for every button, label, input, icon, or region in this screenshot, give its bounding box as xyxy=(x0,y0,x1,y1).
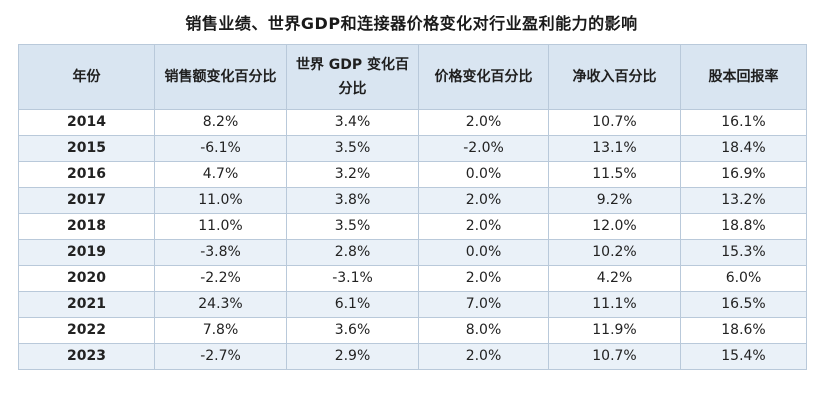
cell-price-change: 2.0% xyxy=(418,343,549,370)
header-row: 年份 销售额变化百分比 世界 GDP 变化百分比 价格变化百分比 净收入百分比 … xyxy=(18,44,807,110)
table-row: 2016 4.7% 3.2% 0.0% 11.5% 16.9% xyxy=(18,161,807,188)
cell-roe: 16.9% xyxy=(680,161,807,188)
column-header-net-income: 净收入百分比 xyxy=(548,44,681,110)
table-body: 2014 8.2% 3.4% 2.0% 10.7% 16.1% 2015 -6.1% 3.5% -… xyxy=(18,109,807,370)
cell-world-gdp-change: 3.5% xyxy=(286,135,419,162)
cell-sales-change: 7.8% xyxy=(154,317,287,344)
cell-sales-change: -3.8% xyxy=(154,239,287,266)
cell-price-change: 7.0% xyxy=(418,291,549,318)
table-row: 2019 -3.8% 2.8% 0.0% 10.2% 15.3% xyxy=(18,239,807,266)
column-header-price-change: 价格变化百分比 xyxy=(418,44,549,110)
cell-price-change: 0.0% xyxy=(418,239,549,266)
column-header-world-gdp-change: 世界 GDP 变化百分比 xyxy=(286,44,419,110)
table-row: 2023 -2.7% 2.9% 2.0% 10.7% 15.4% xyxy=(18,343,807,370)
cell-price-change: 2.0% xyxy=(418,265,549,292)
cell-net-income: 11.1% xyxy=(548,291,681,318)
cell-year: 2020 xyxy=(18,265,155,292)
cell-roe: 16.5% xyxy=(680,291,807,318)
cell-net-income: 4.2% xyxy=(548,265,681,292)
cell-year: 2018 xyxy=(18,213,155,240)
cell-world-gdp-change: 3.6% xyxy=(286,317,419,344)
cell-world-gdp-change: 3.8% xyxy=(286,187,419,214)
table-row: 2015 -6.1% 3.5% -2.0% 13.1% 18.4% xyxy=(18,135,807,162)
cell-world-gdp-change: 3.2% xyxy=(286,161,419,188)
cell-year: 2017 xyxy=(18,187,155,214)
column-header-sales-change: 销售额变化百分比 xyxy=(154,44,287,110)
cell-world-gdp-change: 3.5% xyxy=(286,213,419,240)
cell-year: 2019 xyxy=(18,239,155,266)
cell-roe: 18.8% xyxy=(680,213,807,240)
cell-net-income: 9.2% xyxy=(548,187,681,214)
cell-sales-change: 8.2% xyxy=(154,109,287,136)
cell-price-change: -2.0% xyxy=(418,135,549,162)
column-header-roe: 股本回报率 xyxy=(680,44,807,110)
cell-sales-change: -2.7% xyxy=(154,343,287,370)
cell-sales-change: 11.0% xyxy=(154,213,287,240)
cell-sales-change: -2.2% xyxy=(154,265,287,292)
cell-price-change: 2.0% xyxy=(418,213,549,240)
cell-price-change: 2.0% xyxy=(418,187,549,214)
cell-world-gdp-change: -3.1% xyxy=(286,265,419,292)
table-row: 2014 8.2% 3.4% 2.0% 10.7% 16.1% xyxy=(18,109,807,136)
cell-sales-change: 24.3% xyxy=(154,291,287,318)
cell-world-gdp-change: 3.4% xyxy=(286,109,419,136)
cell-roe: 18.6% xyxy=(680,317,807,344)
table-title: 销售业绩、世界GDP和连接器价格变化对行业盈利能力的影响 xyxy=(185,14,638,33)
table-row: 2018 11.0% 3.5% 2.0% 12.0% 18.8% xyxy=(18,213,807,240)
cell-price-change: 2.0% xyxy=(418,109,549,136)
cell-year: 2023 xyxy=(18,343,155,370)
cell-roe: 18.4% xyxy=(680,135,807,162)
cell-net-income: 11.9% xyxy=(548,317,681,344)
cell-year: 2016 xyxy=(18,161,155,188)
table-row: 2017 11.0% 3.8% 2.0% 9.2% 13.2% xyxy=(18,187,807,214)
column-header-year: 年份 xyxy=(18,44,155,110)
cell-year: 2015 xyxy=(18,135,155,162)
table-row: 2020 -2.2% -3.1% 2.0% 4.2% 6.0% xyxy=(18,265,807,292)
cell-price-change: 0.0% xyxy=(418,161,549,188)
cell-price-change: 8.0% xyxy=(418,317,549,344)
cell-net-income: 10.7% xyxy=(548,109,681,136)
cell-year: 2021 xyxy=(18,291,155,318)
cell-net-income: 10.7% xyxy=(548,343,681,370)
cell-net-income: 10.2% xyxy=(548,239,681,266)
cell-roe: 16.1% xyxy=(680,109,807,136)
cell-net-income: 13.1% xyxy=(548,135,681,162)
table-row: 2022 7.8% 3.6% 8.0% 11.9% 18.6% xyxy=(18,317,807,344)
cell-year: 2014 xyxy=(18,109,155,136)
cell-net-income: 11.5% xyxy=(548,161,681,188)
table-row: 2021 24.3% 6.1% 7.0% 11.1% 16.5% xyxy=(18,291,807,318)
cell-roe: 6.0% xyxy=(680,265,807,292)
cell-roe: 15.4% xyxy=(680,343,807,370)
cell-year: 2022 xyxy=(18,317,155,344)
cell-roe: 13.2% xyxy=(680,187,807,214)
cell-sales-change: 4.7% xyxy=(154,161,287,188)
cell-net-income: 12.0% xyxy=(548,213,681,240)
cell-world-gdp-change: 6.1% xyxy=(286,291,419,318)
cell-world-gdp-change: 2.9% xyxy=(286,343,419,370)
data-table: 年份 销售额变化百分比 世界 GDP 变化百分比 价格变化百分比 净收入百分比 … xyxy=(18,44,807,370)
cell-world-gdp-change: 2.8% xyxy=(286,239,419,266)
cell-roe: 15.3% xyxy=(680,239,807,266)
cell-sales-change: -6.1% xyxy=(154,135,287,162)
cell-sales-change: 11.0% xyxy=(154,187,287,214)
